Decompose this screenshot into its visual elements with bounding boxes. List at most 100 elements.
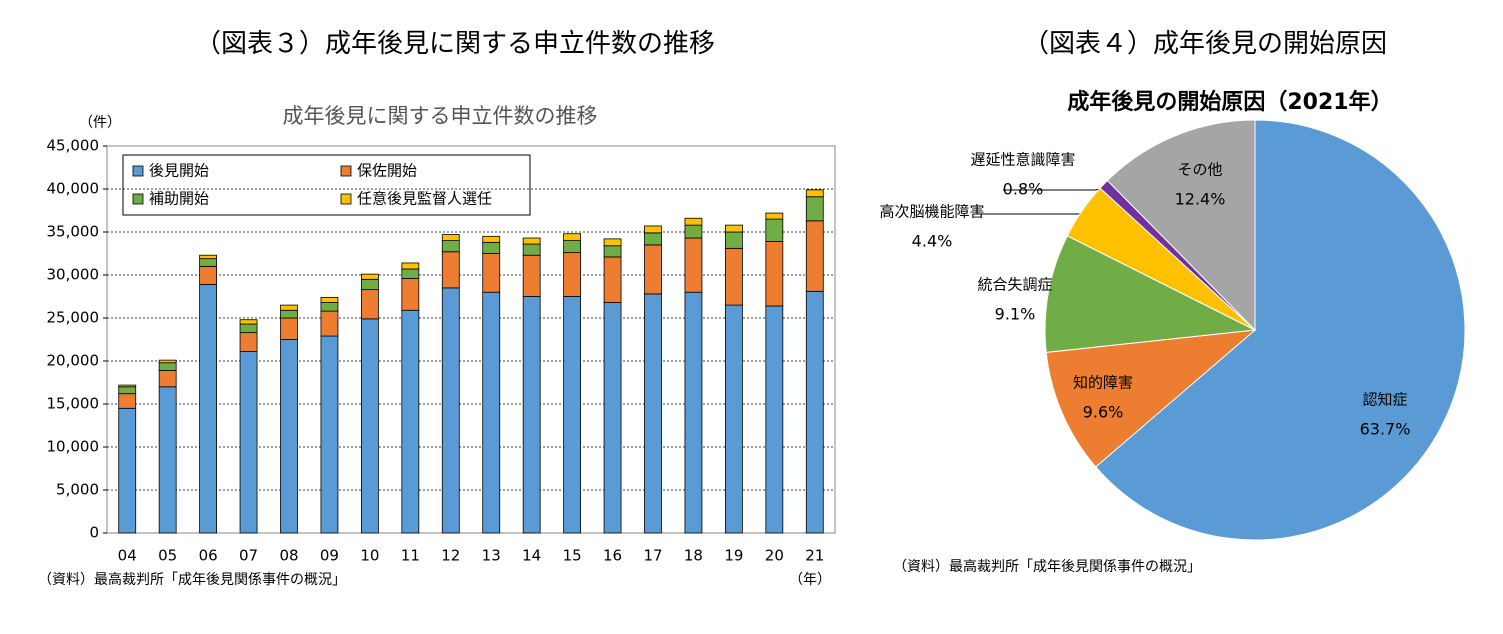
bar-segment: [118, 407, 137, 534]
legend-box: [122, 154, 531, 216]
bar-segment: [239, 323, 258, 334]
bar-segment: [401, 268, 420, 279]
bar-segment: [280, 317, 298, 340]
pie-slice: [1045, 329, 1257, 468]
bar-segment: [522, 254, 541, 297]
value-label: 12.4%: [1175, 190, 1226, 209]
bar-segment: [563, 233, 582, 242]
bar-segment: [563, 296, 582, 534]
heading: （図表４）成年後見の開始原因: [1023, 29, 1387, 59]
bar-segment: [239, 332, 258, 352]
bar-segment: [603, 302, 622, 534]
bar-segment: [320, 296, 339, 303]
bar-segment: [320, 335, 339, 534]
bar-segment: [280, 304, 298, 311]
bar-segment: [644, 244, 662, 295]
y-tick-label: 10,000: [47, 438, 100, 456]
bar-segment: [280, 339, 298, 534]
bar-segment: [603, 256, 622, 303]
y-tick-label: 0: [89, 524, 99, 542]
bar-segment: [724, 231, 743, 249]
bar-segment: [401, 278, 420, 311]
bar-segment: [805, 290, 824, 534]
chart-title: 成年後見の開始原因（2021年）: [1067, 89, 1392, 115]
bar-segment: [805, 189, 824, 198]
x-tick-label: 18: [684, 547, 703, 565]
bar-segment: [765, 218, 784, 242]
bar-segment: [765, 241, 784, 307]
x-tick-label: 06: [199, 547, 218, 565]
bar-segment: [199, 254, 218, 260]
bar-segment: [563, 252, 582, 297]
bar-segment: [441, 240, 460, 253]
x-tick-label: 21: [805, 547, 824, 565]
bar-segment: [765, 305, 784, 534]
bar-segment: [644, 225, 662, 234]
slice-label: その他: [1177, 161, 1222, 179]
value-label: 0.8%: [1003, 180, 1044, 199]
y-axis-label: （件）: [79, 115, 121, 131]
bar-segment: [158, 386, 177, 534]
y-tick-label: 20,000: [47, 352, 100, 370]
y-tick-label: 25,000: [47, 309, 100, 327]
x-tick-label: 11: [401, 547, 420, 565]
x-tick-label: 04: [118, 547, 137, 565]
bar-segment: [805, 220, 824, 292]
x-tick-label: 14: [522, 547, 541, 565]
legend-label: 任意後見監督人選任: [357, 190, 492, 208]
bar-segment: [522, 243, 541, 256]
bar-segment: [360, 278, 379, 291]
bar-segment: [441, 251, 460, 289]
source: （資料）最高裁判所「成年後見関係事件の概況」: [893, 558, 1201, 575]
y-tick-label: 45,000: [47, 137, 100, 155]
bar-segment: [280, 309, 298, 319]
x-tick-label: 17: [643, 547, 662, 565]
bar-segment: [603, 238, 622, 247]
pie-slice: [1095, 119, 1466, 541]
legend-swatch: [340, 193, 352, 205]
y-tick-label: 35,000: [47, 223, 100, 241]
bar-segment: [118, 393, 137, 409]
bar-segment: [239, 319, 258, 325]
bar-segment: [239, 351, 258, 534]
slice-label: 遅延性意識障害: [970, 151, 1075, 169]
bar-segment: [684, 291, 703, 534]
bar-segment: [724, 247, 743, 306]
bar-segment: [563, 240, 582, 254]
x-tick-label: 12: [441, 547, 460, 565]
legend-swatch: [132, 165, 144, 177]
bar-segment: [158, 370, 177, 388]
bar-segment: [320, 302, 339, 312]
bar-segment: [644, 293, 662, 534]
bar-segment: [199, 284, 218, 534]
bar-segment: [199, 265, 218, 285]
plot-frame: [106, 145, 836, 534]
slice-label: 高次脳機能障害: [879, 203, 984, 221]
y-tick-label: 40,000: [47, 180, 100, 198]
x-tick-label: 08: [279, 547, 298, 565]
x-tick-label: 05: [158, 547, 177, 565]
pie-slice: [1044, 235, 1257, 353]
bar-segment: [118, 384, 137, 388]
bar-segment: [482, 291, 501, 534]
source: （資料）最高裁判所「成年後見関係事件の概況」: [38, 571, 346, 588]
bar-segment: [199, 258, 218, 267]
bar-segment: [522, 296, 541, 534]
chart-title: 成年後見に関する申立件数の推移: [283, 104, 598, 128]
x-tick-label: 13: [482, 547, 501, 565]
value-label: 9.6%: [1083, 403, 1124, 422]
bar-segment: [684, 237, 703, 293]
bar-segment: [482, 235, 501, 243]
x-axis-label: （年）: [789, 572, 831, 588]
legend-label: 補助開始: [149, 190, 209, 208]
bar-segment: [158, 359, 177, 364]
bar-segment: [522, 237, 541, 245]
x-tick-label: 20: [765, 547, 784, 565]
bar-segment: [684, 217, 703, 226]
value-label: 9.1%: [995, 305, 1036, 324]
legend-swatch: [340, 165, 352, 177]
y-tick-label: 15,000: [47, 395, 100, 413]
bar-segment: [401, 262, 420, 270]
slice-label: 知的障害: [1073, 374, 1133, 392]
